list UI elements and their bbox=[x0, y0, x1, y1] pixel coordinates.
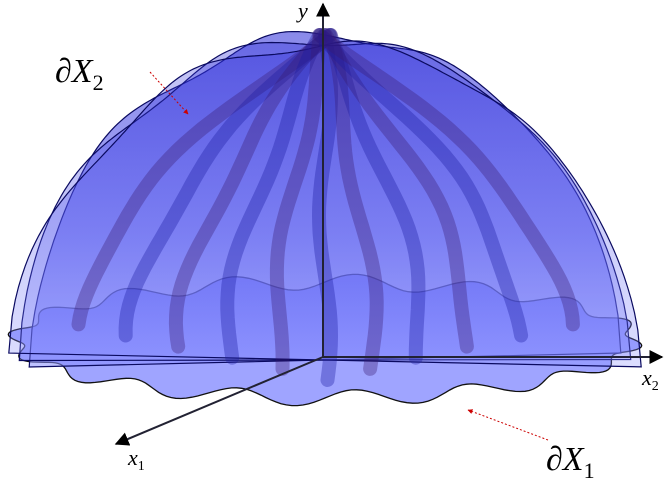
rib bbox=[311, 28, 339, 387]
axis-label: x1 bbox=[127, 445, 145, 474]
rib bbox=[220, 28, 327, 365]
rib bbox=[323, 28, 384, 376]
rib bbox=[71, 28, 338, 332]
rib bbox=[168, 28, 332, 354]
axis-label: x2 bbox=[641, 365, 659, 394]
annotation: ∂X1 bbox=[546, 441, 595, 483]
pointer bbox=[149, 71, 189, 115]
annotation: ∂X2 bbox=[55, 53, 104, 95]
rib bbox=[323, 28, 426, 365]
rib bbox=[318, 28, 474, 354]
pointer bbox=[467, 409, 549, 441]
shell bbox=[8, 40, 642, 368]
rib bbox=[118, 28, 337, 343]
dome-shape bbox=[7, 28, 643, 407]
rib bbox=[269, 28, 327, 376]
x1-axis bbox=[114, 356, 324, 446]
rib bbox=[312, 28, 580, 332]
rib bbox=[313, 28, 529, 343]
axis-label: y bbox=[296, 0, 308, 23]
axes bbox=[114, 2, 664, 446]
